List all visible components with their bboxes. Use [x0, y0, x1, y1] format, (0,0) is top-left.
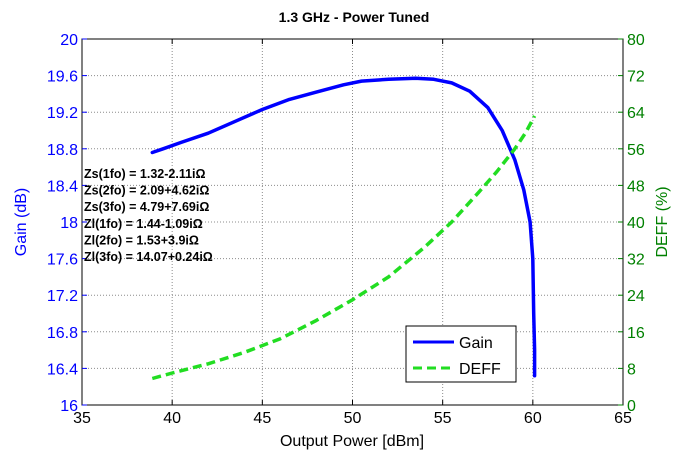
x-tick-label: 60 [524, 410, 542, 427]
left-y-tick-label: 17.6 [47, 252, 78, 269]
left-y-tick-label: 19.6 [47, 69, 78, 86]
right-y-tick-label: 8 [627, 361, 636, 378]
x-tick-label: 55 [434, 410, 452, 427]
x-axis-ticks: 35 40 45 50 55 60 65 [73, 39, 632, 427]
left-y-tick-label: 18.4 [47, 178, 78, 195]
left-y-axis-label: Gain (dB) [13, 188, 30, 256]
right-y-tick-label: 48 [627, 178, 645, 195]
right-y-tick-label: 24 [627, 288, 645, 305]
right-y-axis-label: DEFF (%) [654, 186, 671, 257]
left-y-tick-label: 18.8 [47, 142, 78, 159]
impedance-annotation: Zl(1fo) = 1.44-1.09iΩ [84, 217, 203, 231]
x-tick-label: 45 [253, 410, 271, 427]
x-tick-label: 65 [614, 410, 632, 427]
left-y-tick-label: 16.4 [47, 361, 78, 378]
impedance-annotations: Zs(1fo) = 1.32-2.11iΩ Zs(2fo) = 2.09+4.62… [84, 167, 213, 264]
left-y-tick-label: 17.2 [47, 288, 78, 305]
series-line-gain [150, 76, 537, 378]
right-y-tick-label: 64 [627, 105, 645, 122]
x-tick-label: 40 [163, 410, 181, 427]
left-y-tick-label: 16.8 [47, 325, 78, 342]
x-axis-label: Output Power [dBm] [280, 433, 424, 450]
impedance-annotation: Zl(3fo) = 14.07+0.24iΩ [84, 250, 213, 264]
right-y-tick-label: 32 [627, 252, 645, 269]
right-y-tick-label: 40 [627, 215, 645, 232]
left-y-tick-label: 20 [60, 32, 78, 49]
left-y-axis-ticks: 16 16.4 16.8 17.2 17.6 18 18.4 18.8 19.2 19.6 20 [47, 32, 87, 415]
x-tick-label: 50 [344, 410, 362, 427]
impedance-annotation: Zs(1fo) = 1.32-2.11iΩ [84, 167, 206, 181]
right-y-tick-label: 80 [627, 32, 645, 49]
x-tick-label: 35 [73, 410, 91, 427]
impedance-annotation: Zs(3fo) = 4.79+7.69iΩ [84, 200, 209, 214]
series-line-deff [151, 115, 537, 381]
left-y-tick-label: 19.2 [47, 105, 78, 122]
right-y-axis-ticks: 0 8 16 24 32 40 48 56 64 72 80 [618, 32, 645, 415]
legend-box [405, 325, 517, 383]
right-y-tick-label: 56 [627, 142, 645, 159]
left-y-tick-label: 18 [60, 215, 78, 232]
right-y-tick-label: 16 [627, 325, 645, 342]
series-layer [150, 76, 537, 381]
right-y-tick-label: 72 [627, 69, 645, 86]
right-y-tick-label: 0 [627, 398, 636, 415]
impedance-annotation: Zs(2fo) = 2.09+4.62iΩ [84, 184, 209, 198]
impedance-annotation: Zl(2fo) = 1.53+3.9iΩ [84, 233, 199, 247]
left-y-tick-label: 16 [60, 398, 78, 415]
legend: Gain DEFF [405, 325, 517, 383]
legend-entry-deff: DEFF [459, 361, 501, 378]
chart-title: 1.3 GHz - Power Tuned [279, 9, 430, 25]
legend-entry-gain: Gain [459, 335, 493, 352]
